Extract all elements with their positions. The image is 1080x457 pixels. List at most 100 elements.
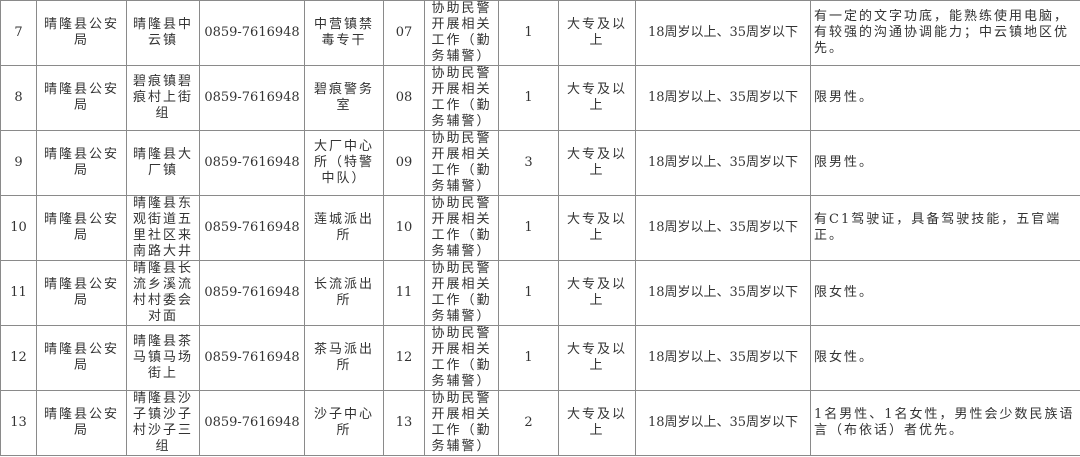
location-cell-text: 晴隆县中云镇 bbox=[132, 17, 193, 48]
headcount-cell: 1 bbox=[498, 0, 559, 66]
row-number: 9 bbox=[0, 130, 37, 196]
age-cell-text: 18周岁以上、35周岁以下 bbox=[647, 415, 799, 430]
headcount-cell: 1 bbox=[498, 325, 559, 391]
requirement-cell: 1名男性、1名女性，男性会少数民族语言（布依话）者优先。 bbox=[810, 390, 1080, 456]
education-cell-text: 大专及以上 bbox=[566, 342, 627, 373]
headcount-cell: 1 bbox=[498, 260, 559, 326]
education-cell-text: 大专及以上 bbox=[566, 277, 627, 308]
department-cell: 莲城派出所 bbox=[304, 195, 384, 261]
requirement-cell-text: 限女性。 bbox=[814, 350, 875, 365]
department-cell: 长流派出所 bbox=[304, 260, 384, 326]
department-cell-text: 莲城派出所 bbox=[313, 212, 374, 243]
position-code-cell: 07 bbox=[383, 0, 425, 66]
education-cell-text: 大专及以上 bbox=[566, 407, 627, 438]
location-cell: 碧痕镇碧痕村上街组 bbox=[126, 65, 200, 131]
row-number-text: 7 bbox=[14, 25, 23, 40]
unit-cell: 晴隆县公安局 bbox=[36, 390, 127, 456]
duty-cell: 协助民警开展相关工作（勤务辅警） bbox=[424, 195, 499, 261]
table-row: 7 晴隆县公安局 晴隆县中云镇 0859-7616948 中营镇禁毒专干 07 协助民警开展… bbox=[0, 0, 1080, 66]
phone-cell-text: 0859-7616948 bbox=[204, 25, 300, 40]
unit-cell-text: 晴隆县公安局 bbox=[43, 407, 119, 438]
row-number: 10 bbox=[0, 195, 37, 261]
age-cell: 18周岁以上、35周岁以下 bbox=[635, 0, 811, 66]
row-number: 13 bbox=[0, 390, 37, 456]
position-code-cell-text: 12 bbox=[395, 350, 413, 365]
education-cell: 大专及以上 bbox=[558, 130, 636, 196]
headcount-cell-text: 1 bbox=[524, 25, 533, 40]
location-cell-text: 晴隆县大厂镇 bbox=[132, 147, 193, 178]
duty-cell: 协助民警开展相关工作（勤务辅警） bbox=[424, 65, 499, 131]
row-number-text: 13 bbox=[10, 415, 27, 430]
phone-cell: 0859-7616948 bbox=[199, 325, 305, 391]
duty-cell: 协助民警开展相关工作（勤务辅警） bbox=[424, 0, 499, 66]
phone-cell-text: 0859-7616948 bbox=[204, 90, 300, 105]
phone-cell-text: 0859-7616948 bbox=[204, 415, 300, 430]
phone-cell-text: 0859-7616948 bbox=[204, 285, 300, 300]
requirement-cell: 有C1驾驶证，具备驾驶技能，五官端正。 bbox=[810, 195, 1080, 261]
position-code-cell: 11 bbox=[383, 260, 425, 326]
phone-cell: 0859-7616948 bbox=[199, 260, 305, 326]
education-cell: 大专及以上 bbox=[558, 260, 636, 326]
duty-cell-text: 协助民警开展相关工作（勤务辅警） bbox=[431, 326, 492, 390]
department-cell: 碧痕警务室 bbox=[304, 65, 384, 131]
row-number-text: 10 bbox=[10, 220, 27, 235]
requirement-cell-text: 有C1驾驶证，具备驾驶技能，五官端正。 bbox=[814, 212, 1062, 243]
requirement-cell-text: 1名男性、1名女性，男性会少数民族语言（布依话）者优先。 bbox=[814, 407, 1075, 438]
unit-cell-text: 晴隆县公安局 bbox=[43, 82, 119, 113]
requirement-cell-text: 限男性。 bbox=[814, 90, 875, 105]
duty-cell: 协助民警开展相关工作（勤务辅警） bbox=[424, 260, 499, 326]
phone-cell-text: 0859-7616948 bbox=[204, 155, 300, 170]
education-cell-text: 大专及以上 bbox=[566, 212, 627, 243]
duty-cell-text: 协助民警开展相关工作（勤务辅警） bbox=[431, 261, 492, 325]
position-code-cell-text: 10 bbox=[395, 220, 413, 235]
unit-cell: 晴隆县公安局 bbox=[36, 0, 127, 66]
unit-cell: 晴隆县公安局 bbox=[36, 195, 127, 261]
education-cell: 大专及以上 bbox=[558, 0, 636, 66]
department-cell: 沙子中心所 bbox=[304, 390, 384, 456]
age-cell: 18周岁以上、35周岁以下 bbox=[635, 195, 811, 261]
row-number-text: 9 bbox=[14, 155, 23, 170]
headcount-cell: 3 bbox=[498, 130, 559, 196]
duty-cell: 协助民警开展相关工作（勤务辅警） bbox=[424, 325, 499, 391]
position-code-cell-text: 11 bbox=[395, 285, 413, 300]
position-code-cell-text: 13 bbox=[395, 415, 413, 430]
duty-cell-text: 协助民警开展相关工作（勤务辅警） bbox=[431, 66, 492, 130]
age-cell: 18周岁以上、35周岁以下 bbox=[635, 325, 811, 391]
position-code-cell: 12 bbox=[383, 325, 425, 391]
phone-cell: 0859-7616948 bbox=[199, 0, 305, 66]
duty-cell-text: 协助民警开展相关工作（勤务辅警） bbox=[431, 131, 492, 195]
department-cell: 茶马派出所 bbox=[304, 325, 384, 391]
headcount-cell-text: 1 bbox=[524, 220, 533, 235]
department-cell-text: 中营镇禁毒专干 bbox=[313, 17, 374, 48]
age-cell-text: 18周岁以上、35周岁以下 bbox=[647, 155, 799, 170]
age-cell: 18周岁以上、35周岁以下 bbox=[635, 390, 811, 456]
duty-cell-text: 协助民警开展相关工作（勤务辅警） bbox=[431, 391, 492, 455]
headcount-cell-text: 1 bbox=[524, 90, 533, 105]
phone-cell: 0859-7616948 bbox=[199, 65, 305, 131]
table-row: 10 晴隆县公安局晴隆县东观街道五里社区来南路大井湾 0859-7616948 莲城派… bbox=[0, 195, 1080, 261]
age-cell: 18周岁以上、35周岁以下 bbox=[635, 260, 811, 326]
headcount-cell-text: 3 bbox=[524, 155, 533, 170]
location-cell: 晴隆县东观街道五里社区来南路大井湾 bbox=[126, 195, 200, 261]
duty-cell-text: 协助民警开展相关工作（勤务辅警） bbox=[431, 196, 492, 260]
position-code-cell-text: 09 bbox=[395, 155, 413, 170]
phone-cell-text: 0859-7616948 bbox=[204, 350, 300, 365]
position-code-cell: 09 bbox=[383, 130, 425, 196]
table-row: 11 晴隆县公安局 晴隆县长流乡溪流村村委会对面 0859-7616948 长流派出所 1… bbox=[0, 260, 1080, 326]
requirement-cell: 限女性。 bbox=[810, 325, 1080, 391]
unit-cell: 晴隆县公安局 bbox=[36, 260, 127, 326]
headcount-cell-text: 1 bbox=[524, 285, 533, 300]
headcount-cell-text: 2 bbox=[524, 415, 533, 430]
headcount-cell-text: 1 bbox=[524, 350, 533, 365]
position-code-cell-text: 07 bbox=[395, 25, 413, 40]
department-cell: 大厂中心所（特警中队） bbox=[304, 130, 384, 196]
department-cell: 中营镇禁毒专干 bbox=[304, 0, 384, 66]
headcount-cell: 1 bbox=[498, 195, 559, 261]
age-cell: 18周岁以上、35周岁以下 bbox=[635, 130, 811, 196]
duty-cell-text: 协助民警开展相关工作（勤务辅警） bbox=[431, 1, 492, 65]
unit-cell-text: 晴隆县公安局 bbox=[43, 277, 119, 308]
age-cell: 18周岁以上、35周岁以下 bbox=[635, 65, 811, 131]
location-cell-text: 碧痕镇碧痕村上街组 bbox=[132, 74, 193, 121]
location-cell-text: 晴隆县东观街道五里社区来南路大井湾 bbox=[132, 196, 193, 260]
location-cell-text: 晴隆县沙子镇沙子村沙子三组 bbox=[132, 391, 193, 455]
